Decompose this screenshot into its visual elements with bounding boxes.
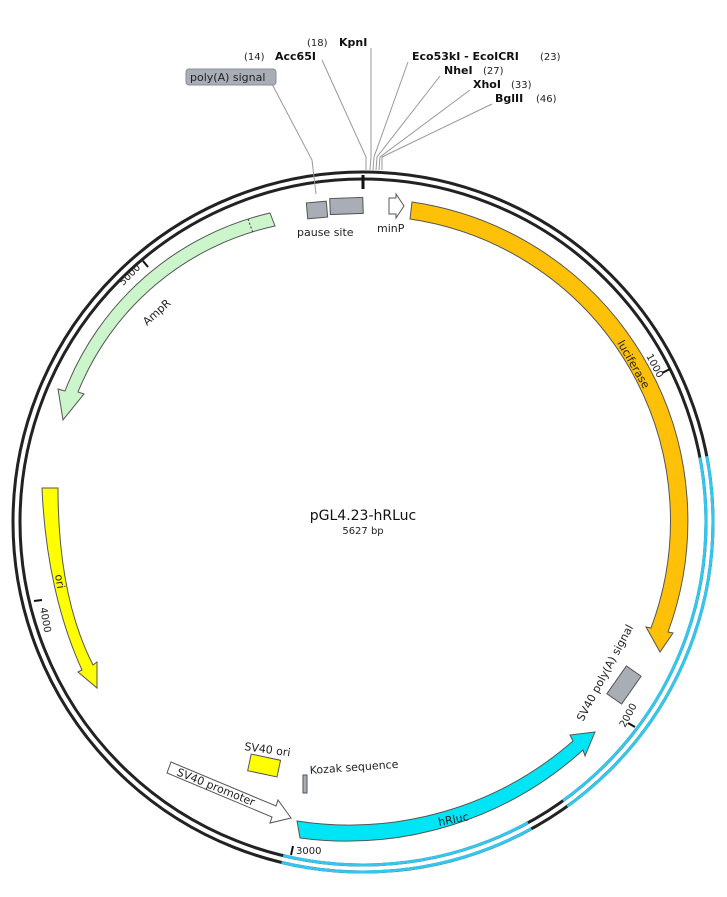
tick-1000 bbox=[661, 368, 671, 374]
tick-2000 bbox=[627, 722, 636, 728]
feature-sv40-ori bbox=[247, 753, 282, 778]
site-pos-kpni: (18) bbox=[307, 38, 328, 49]
highlight-strand-inner-b bbox=[282, 821, 529, 867]
label-pause-site: pause site bbox=[297, 226, 354, 239]
feature-kozak bbox=[302, 774, 308, 794]
features bbox=[41, 192, 689, 842]
site-name-nhei: NheI bbox=[444, 64, 473, 77]
site-pos-bglii: (46) bbox=[536, 94, 557, 105]
label-sv40-promoter: SV40 promoter bbox=[175, 766, 257, 809]
feature-sv40-promoter bbox=[166, 761, 292, 824]
leader-eco53ki bbox=[372, 61, 409, 171]
label-kozak: Kozak sequence bbox=[309, 758, 399, 777]
feature-pause-site-a bbox=[305, 200, 329, 220]
highlight-strand-inner-a bbox=[562, 457, 708, 802]
leader-bglii bbox=[381, 103, 493, 170]
label-hrluc: hRluc bbox=[437, 810, 470, 829]
tick-4000 bbox=[33, 599, 43, 602]
site-name-eco53ki: Eco53kI - EcoICRI bbox=[412, 50, 519, 63]
label-minp: minP bbox=[377, 222, 405, 235]
feature-luciferase bbox=[409, 201, 689, 653]
feature-ampr bbox=[57, 212, 276, 422]
site-name-acc65i: Acc65I bbox=[275, 50, 316, 63]
site-leaders bbox=[271, 48, 493, 195]
feature-minp bbox=[388, 192, 405, 220]
feature-pause-site-b bbox=[329, 196, 364, 216]
label-ori: ori bbox=[52, 573, 67, 589]
label-ampr: AmpR bbox=[140, 296, 173, 328]
leader-acc65i bbox=[321, 59, 367, 170]
leader-polya bbox=[271, 83, 317, 195]
site-name-bglii: BglII bbox=[495, 92, 523, 105]
feature-hrluc bbox=[296, 731, 596, 842]
tick-label-3000: 3000 bbox=[296, 846, 321, 857]
plasmid-length: 5627 bp bbox=[342, 526, 383, 537]
ampr-dashed-marker bbox=[247, 218, 254, 234]
leader-xhoi bbox=[378, 89, 471, 171]
site-pos-xhoi: (33) bbox=[511, 80, 532, 91]
tick-label-2000: 2000 bbox=[618, 702, 640, 730]
site-labels: (14) Acc65I (18) KpnI Eco53kI - EcoICRI … bbox=[185, 36, 561, 105]
backbone bbox=[11, 170, 715, 874]
leader-kpni bbox=[369, 48, 372, 171]
label-sv40-ori: SV40 ori bbox=[244, 740, 292, 759]
feature-sv40-polya bbox=[606, 665, 642, 705]
polya-callout-label: poly(A) signal bbox=[190, 71, 265, 84]
site-name-xhoi: XhoI bbox=[473, 78, 501, 91]
site-pos-eco53ki: (23) bbox=[540, 52, 561, 63]
tick-5000 bbox=[142, 260, 149, 268]
highlight-strand-outer-a bbox=[566, 455, 715, 808]
tick-label-4000: 4000 bbox=[37, 607, 52, 634]
leader-nhei bbox=[375, 75, 441, 171]
plasmid-name: pGL4.23-hRLuc bbox=[310, 508, 416, 524]
feature-ori bbox=[41, 487, 98, 690]
site-pos-nhei: (27) bbox=[483, 66, 504, 77]
highlight-strand-outer-b bbox=[281, 827, 533, 874]
site-pos-acc65i: (14) bbox=[244, 52, 265, 63]
site-name-kpni: KpnI bbox=[339, 36, 367, 49]
polya-callout-box bbox=[185, 68, 277, 86]
tick-3000 bbox=[290, 845, 294, 856]
